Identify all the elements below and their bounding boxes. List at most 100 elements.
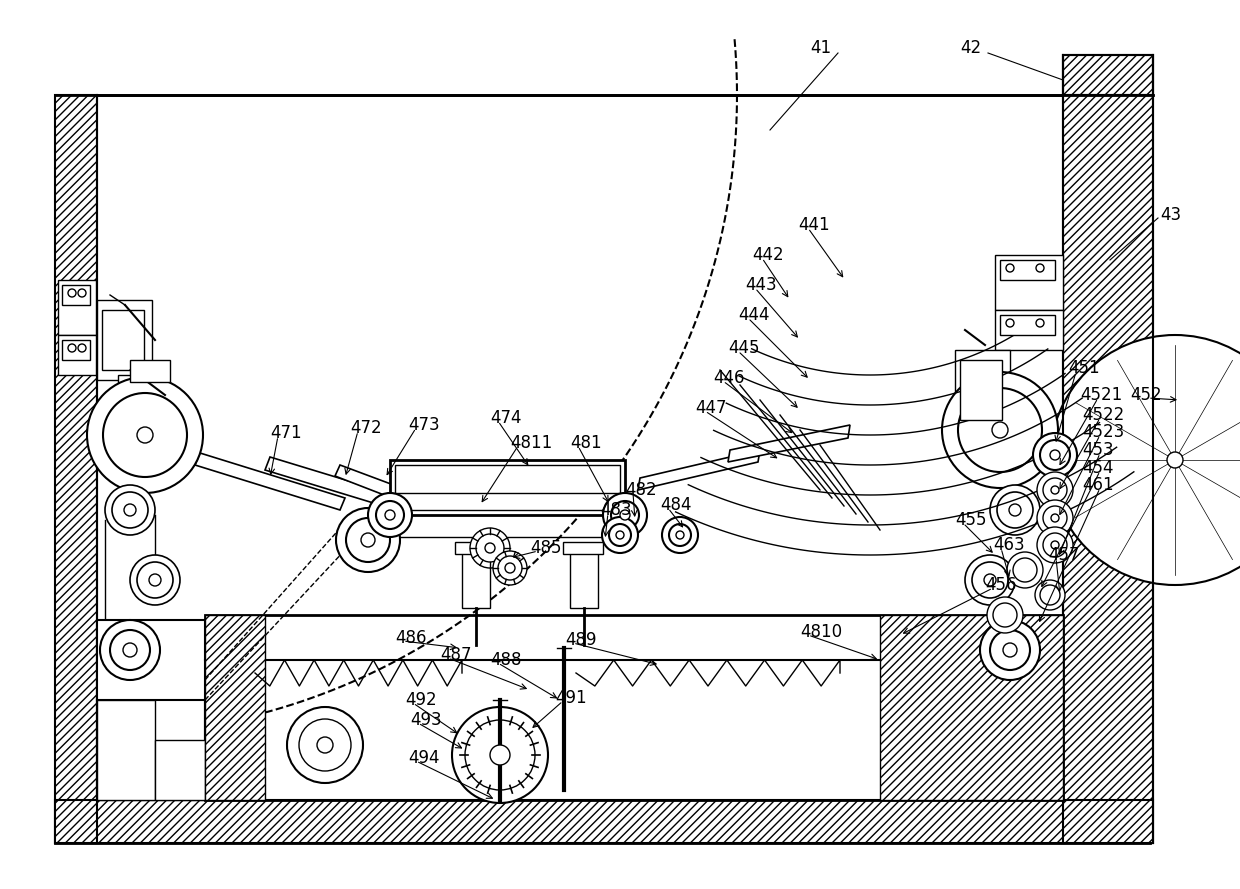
Circle shape [1052,514,1059,522]
Text: 442: 442 [751,246,784,264]
Circle shape [336,508,401,572]
Circle shape [1167,452,1183,468]
Bar [563,542,603,554]
Bar [463,548,490,608]
Circle shape [1006,319,1014,327]
Polygon shape [728,425,849,462]
Circle shape [78,289,86,297]
Bar [62,285,91,305]
Text: 4521: 4521 [1080,386,1122,404]
Circle shape [1037,472,1073,508]
Bar [1063,55,1153,95]
Bar [955,350,1011,430]
Polygon shape [195,453,345,510]
Circle shape [470,528,510,568]
Bar [102,310,144,370]
Circle shape [123,643,136,657]
Circle shape [1040,440,1070,470]
Text: 4811: 4811 [510,434,552,452]
Text: 493: 493 [410,711,441,729]
Circle shape [1006,264,1014,272]
Circle shape [1037,527,1073,563]
Circle shape [299,719,351,771]
Polygon shape [335,465,415,505]
Text: 494: 494 [408,749,439,767]
Circle shape [1009,504,1021,516]
Circle shape [1035,580,1065,610]
Circle shape [990,485,1040,535]
Circle shape [1003,643,1017,657]
Circle shape [136,427,153,443]
Circle shape [1040,585,1060,605]
Text: 482: 482 [625,481,657,499]
Circle shape [1052,486,1059,494]
Circle shape [942,372,1058,488]
Text: 41: 41 [810,39,831,57]
Text: 42: 42 [960,39,981,57]
Circle shape [453,707,548,803]
Text: 481: 481 [570,434,601,452]
Bar [58,280,95,335]
Circle shape [136,562,174,598]
Circle shape [662,517,698,553]
Circle shape [990,630,1030,670]
Text: 484: 484 [660,496,692,514]
Circle shape [1007,552,1043,588]
Circle shape [124,504,136,516]
Bar [55,800,1153,843]
Circle shape [980,620,1040,680]
Text: 485: 485 [529,539,562,557]
Bar [455,542,495,554]
Text: 491: 491 [556,689,587,707]
Bar [118,375,136,425]
Circle shape [987,597,1023,633]
Circle shape [87,377,203,493]
Circle shape [959,388,1042,472]
Circle shape [103,393,187,477]
Text: 447: 447 [694,399,727,417]
Circle shape [376,501,404,529]
Circle shape [1043,478,1066,502]
Text: 455: 455 [955,511,987,529]
Circle shape [1033,433,1078,477]
Circle shape [105,485,155,535]
Bar [975,425,993,475]
Text: 444: 444 [738,306,770,324]
Circle shape [384,510,396,520]
Text: 456: 456 [985,576,1017,594]
Circle shape [603,493,647,537]
Text: 492: 492 [405,691,436,709]
Text: 4810: 4810 [800,623,842,641]
Bar [570,548,598,608]
Text: 4522: 4522 [1083,406,1125,424]
Circle shape [286,707,363,783]
Text: 483: 483 [600,501,631,519]
Text: 486: 486 [396,629,427,647]
Circle shape [505,563,515,573]
Circle shape [620,510,630,520]
Text: 441: 441 [799,216,830,234]
Circle shape [68,344,76,352]
Circle shape [1013,558,1037,582]
Circle shape [346,518,391,562]
Circle shape [985,574,996,586]
Text: 452: 452 [1130,386,1162,404]
Bar [960,360,1002,420]
Circle shape [965,555,1016,605]
Circle shape [149,574,161,586]
Bar [999,315,1055,335]
Text: 451: 451 [1068,359,1100,377]
Text: 473: 473 [408,416,440,434]
Bar [58,335,95,375]
Bar [994,310,1063,350]
Circle shape [110,630,150,670]
Circle shape [676,531,684,539]
Circle shape [485,543,495,553]
Bar [391,460,625,515]
Circle shape [78,344,86,352]
Circle shape [611,501,639,529]
Bar [1063,95,1153,843]
Text: 471: 471 [270,424,301,442]
Circle shape [972,562,1008,598]
Circle shape [1050,335,1240,585]
